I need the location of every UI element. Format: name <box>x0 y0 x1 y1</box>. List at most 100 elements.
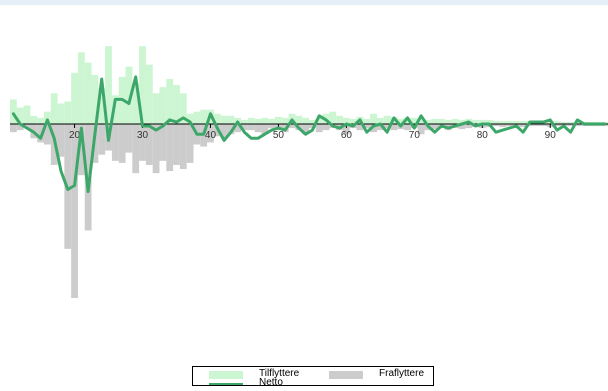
bar-fraflyttere <box>125 124 133 153</box>
bar-tilflyttere <box>506 120 513 124</box>
x-tick-label: 50 <box>273 130 285 141</box>
bar-fraflyttere <box>417 124 425 135</box>
bar-tilflyttere <box>275 116 282 124</box>
bar-tilflyttere <box>57 103 65 124</box>
bar-tilflyttere <box>247 117 255 124</box>
bar-tilflyttere <box>105 46 112 125</box>
bar-fraflyttere <box>288 124 296 129</box>
bar-tilflyttere <box>458 119 466 124</box>
bar-fraflyttere <box>376 124 384 131</box>
bar-tilflyttere <box>30 115 38 124</box>
bar-fraflyttere <box>241 124 248 131</box>
bar-tilflyttere <box>179 93 187 124</box>
bar-fraflyttere <box>77 124 85 176</box>
bar-tilflyttere <box>567 121 575 124</box>
chart-legend: Tilflyttere Fraflyttere Netto <box>192 366 434 386</box>
bar-tilflyttere <box>139 46 146 125</box>
bar-fraflyttere <box>315 124 323 133</box>
x-tick-label: 70 <box>409 130 421 141</box>
bar-tilflyttere <box>152 93 160 124</box>
bar-tilflyttere <box>349 118 357 124</box>
bar-tilflyttere <box>37 117 44 124</box>
bar-fraflyttere <box>227 124 235 135</box>
bar-fraflyttere <box>383 124 391 129</box>
bar-fraflyttere <box>404 124 411 131</box>
bar-fraflyttere <box>152 124 160 174</box>
bar-fraflyttere <box>431 124 439 130</box>
bar-tilflyttere <box>125 66 133 124</box>
bar-fraflyttere <box>553 124 561 127</box>
line-netto <box>11 75 607 194</box>
legend-label-fraflyttere: Fraflyttere <box>379 368 425 379</box>
bar-tilflyttere <box>560 121 568 124</box>
bar-tilflyttere <box>329 111 337 124</box>
bar-fraflyttere <box>247 124 255 131</box>
legend-swatch-netto <box>209 383 243 385</box>
bar-tilflyttere <box>227 115 235 124</box>
bar-fraflyttere <box>220 124 228 139</box>
bar-tilflyttere <box>23 105 31 124</box>
bar-tilflyttere <box>404 117 411 124</box>
bar-fraflyttere <box>23 124 31 129</box>
bar-fraflyttere <box>465 124 473 129</box>
bar-tilflyttere <box>302 117 309 124</box>
bar-fraflyttere <box>254 124 262 133</box>
legend-swatch-tilflyttere <box>209 371 243 379</box>
bar-fraflyttere <box>57 124 65 157</box>
bar-fraflyttere <box>98 124 106 155</box>
bar-fraflyttere <box>499 124 507 128</box>
bar-tilflyttere <box>370 113 377 124</box>
bar-fraflyttere <box>43 124 51 145</box>
bar-fraflyttere <box>526 124 534 127</box>
bar-fraflyttere <box>261 124 269 135</box>
bar-fraflyttere <box>166 124 174 172</box>
x-tick-label: 80 <box>477 130 489 141</box>
bar-fraflyttere <box>540 124 547 127</box>
bar-fraflyttere <box>159 124 167 161</box>
bar-fraflyttere <box>234 124 242 133</box>
bar-fraflyttere <box>179 124 187 170</box>
bar-tilflyttere <box>336 115 343 124</box>
bar-fraflyttere <box>132 124 140 174</box>
bar-fraflyttere <box>302 124 309 135</box>
bar-fraflyttere <box>16 124 24 131</box>
bar-tilflyttere <box>200 109 208 124</box>
bar-fraflyttere <box>322 124 330 131</box>
bar-tilflyttere <box>342 117 350 124</box>
bar-tilflyttere <box>424 119 432 124</box>
bar-tilflyttere <box>186 113 194 124</box>
bar-fraflyttere <box>567 124 575 127</box>
legend-label-netto: Netto <box>259 377 283 386</box>
bar-tilflyttere <box>417 118 425 124</box>
bar-fraflyttere <box>574 124 581 127</box>
bar-tilflyttere <box>438 118 445 124</box>
bar-tilflyttere <box>309 119 316 124</box>
bar-tilflyttere <box>16 107 24 124</box>
bar-fraflyttere <box>370 124 377 133</box>
bar-fraflyttere <box>186 124 194 163</box>
bar-tilflyttere <box>261 117 269 124</box>
bar-fraflyttere <box>506 124 513 127</box>
bar-tilflyttere <box>111 95 119 124</box>
bar-fraflyttere <box>342 124 350 135</box>
bar-tilflyttere <box>254 118 262 124</box>
bar-fraflyttere <box>207 124 214 143</box>
x-tick-label: 40 <box>205 130 217 141</box>
bar-tilflyttere <box>173 85 180 124</box>
bar-tilflyttere <box>50 93 58 124</box>
bar-tilflyttere <box>159 87 167 124</box>
bar-fraflyttere <box>139 124 146 161</box>
bar-tilflyttere <box>43 111 51 124</box>
x-tick-label: 60 <box>341 130 353 141</box>
bar-tilflyttere <box>84 62 92 124</box>
x-tick-label: 30 <box>137 130 149 141</box>
bar-tilflyttere <box>64 101 72 124</box>
bar-tilflyttere <box>193 111 201 124</box>
bar-fraflyttere <box>458 124 466 130</box>
bar-tilflyttere <box>485 119 493 124</box>
bar-fraflyttere <box>37 124 44 143</box>
bar-tilflyttere <box>363 118 371 124</box>
legend-swatch-fraflyttere <box>329 371 363 379</box>
bar-tilflyttere <box>451 118 459 124</box>
bar-tilflyttere <box>145 64 153 124</box>
